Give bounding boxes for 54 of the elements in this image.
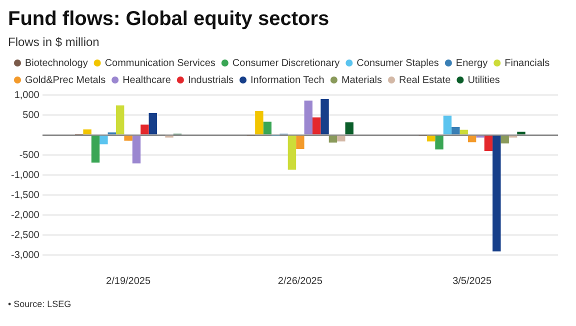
legend-label: Communication Services <box>104 58 216 69</box>
legend-label: Energy <box>456 58 488 69</box>
bar <box>263 122 272 134</box>
bar <box>435 136 444 150</box>
legend-label: Healthcare <box>122 74 172 86</box>
bar <box>288 136 296 170</box>
bar <box>426 136 436 142</box>
y-tick-label: -1,000 <box>10 170 40 181</box>
bar <box>328 136 338 143</box>
bar <box>140 124 149 134</box>
bar <box>443 116 452 134</box>
text: • Source: LSEG <box>8 299 72 309</box>
bar <box>124 136 132 141</box>
y-tick-label: 1,000 <box>14 90 40 101</box>
bar <box>100 136 108 144</box>
bar <box>484 136 493 151</box>
bar <box>91 136 100 163</box>
bar <box>517 132 526 134</box>
bar <box>304 100 312 134</box>
legend-label: Gold&Prec Metals <box>25 74 106 86</box>
legend-label: Consumer Discretionary <box>232 58 340 69</box>
bar <box>460 130 468 134</box>
legend-label: Real Estate <box>399 74 452 86</box>
bar <box>83 129 92 134</box>
legend-label: Biotechnology <box>25 58 88 69</box>
y-tick-label: -2,000 <box>10 210 40 221</box>
bar <box>452 127 460 134</box>
bar <box>148 113 157 134</box>
bar <box>296 136 304 149</box>
legend-label: Financials <box>504 58 550 69</box>
y-tick-label: 500 <box>22 110 40 121</box>
legend-label: Information Tech <box>250 74 324 86</box>
bar <box>337 136 346 142</box>
legend-label: Consumer Staples <box>356 58 439 69</box>
bar <box>320 99 329 134</box>
bar <box>116 105 124 134</box>
y-tick-label: -500 <box>19 150 40 161</box>
bar <box>345 122 354 134</box>
x-tick-label: 2/19/2025 <box>106 276 151 287</box>
legend-label: Materials <box>341 74 382 86</box>
bar <box>500 136 509 144</box>
y-tick-label: -2,500 <box>10 230 40 241</box>
chart-subtitle: Flows in $ million <box>8 35 100 49</box>
chart-title: Fund flows: Global equity sectors <box>8 8 330 31</box>
x-tick-label: 3/5/2025 <box>452 276 492 287</box>
bar <box>132 136 141 164</box>
x-tick-label: 2/26/2025 <box>278 276 323 287</box>
legend-label: Utilities <box>468 74 500 86</box>
y-tick-label: -3,000 <box>10 250 40 261</box>
bar <box>255 111 264 134</box>
y-tick-label: -1,500 <box>10 190 40 201</box>
bar <box>312 117 321 134</box>
legend-label: Industrials <box>188 74 234 86</box>
bar <box>468 136 476 142</box>
